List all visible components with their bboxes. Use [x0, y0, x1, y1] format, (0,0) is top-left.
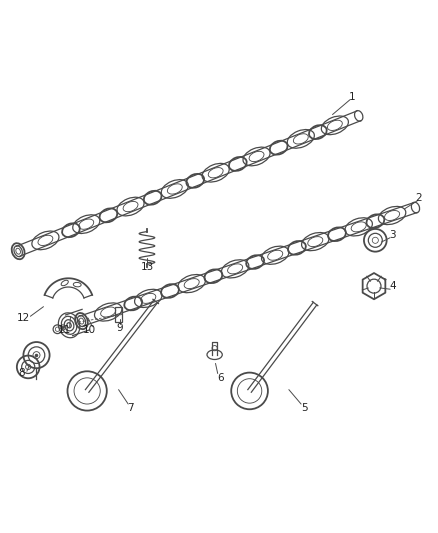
Text: 13: 13 — [141, 262, 154, 271]
Text: 11: 11 — [58, 325, 71, 335]
Text: 10: 10 — [82, 325, 95, 335]
Text: 4: 4 — [389, 281, 396, 291]
Text: 6: 6 — [217, 373, 224, 383]
Text: 1: 1 — [349, 92, 356, 102]
Text: 8: 8 — [18, 368, 25, 378]
Text: 12: 12 — [17, 313, 30, 323]
Text: 2: 2 — [416, 192, 422, 203]
Text: 5: 5 — [301, 403, 307, 414]
Text: 3: 3 — [389, 230, 396, 240]
Text: 9: 9 — [117, 322, 123, 333]
Circle shape — [62, 326, 64, 329]
Text: 7: 7 — [127, 403, 134, 414]
